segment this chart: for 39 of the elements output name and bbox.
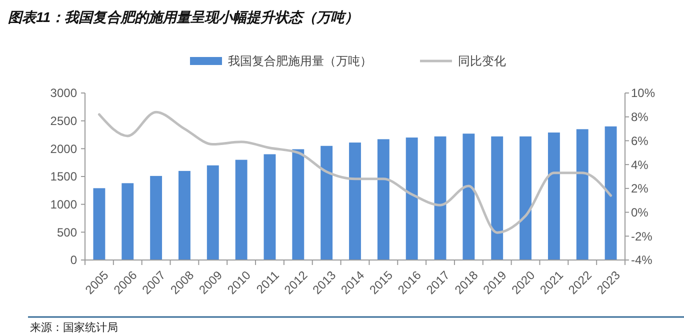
bar bbox=[235, 160, 248, 260]
y-tick-label: 2500 bbox=[50, 114, 78, 128]
bar bbox=[491, 136, 504, 260]
legend-label: 我国复合肥施用量（万吨） bbox=[228, 54, 372, 68]
y2-tick-label: 2% bbox=[631, 182, 649, 196]
y-tick-label: 500 bbox=[56, 225, 78, 240]
bar bbox=[292, 149, 304, 260]
y2-tick-label: 10% bbox=[631, 86, 656, 100]
y-tick-label: 3000 bbox=[50, 86, 78, 100]
bar bbox=[178, 170, 190, 260]
bar bbox=[150, 176, 162, 260]
bar bbox=[122, 183, 134, 260]
bar bbox=[349, 142, 361, 260]
y2-tick-label: 4% bbox=[631, 158, 649, 172]
chart-title: 图表11：我国复合肥的施用量呈现小幅提升状态（万吨） bbox=[8, 9, 359, 25]
bar bbox=[406, 138, 418, 260]
bar bbox=[320, 146, 333, 260]
y2-tick-label: -4% bbox=[631, 253, 653, 268]
bar bbox=[576, 129, 588, 260]
bar bbox=[264, 154, 276, 260]
bar bbox=[434, 136, 446, 260]
y2-tick-label: 6% bbox=[631, 134, 649, 148]
bar bbox=[520, 136, 532, 260]
y-tick-label: 2000 bbox=[50, 142, 78, 156]
y-tick-label: 1000 bbox=[50, 198, 78, 212]
y-tick-label: 0 bbox=[70, 253, 78, 268]
bar bbox=[462, 134, 475, 260]
bar bbox=[377, 139, 390, 260]
source-note: 来源：国家统计局 bbox=[30, 321, 118, 334]
bar bbox=[548, 132, 560, 260]
y2-tick-label: 0% bbox=[631, 205, 649, 220]
y2-tick-label: 8% bbox=[631, 110, 649, 124]
legend-label: 同比变化 bbox=[458, 54, 506, 68]
bar bbox=[206, 165, 219, 260]
line-series bbox=[98, 110, 612, 234]
y-tick-label: 1500 bbox=[50, 170, 78, 184]
bar bbox=[93, 188, 106, 260]
bar bbox=[604, 126, 617, 260]
y2-tick-label: -2% bbox=[631, 229, 653, 244]
